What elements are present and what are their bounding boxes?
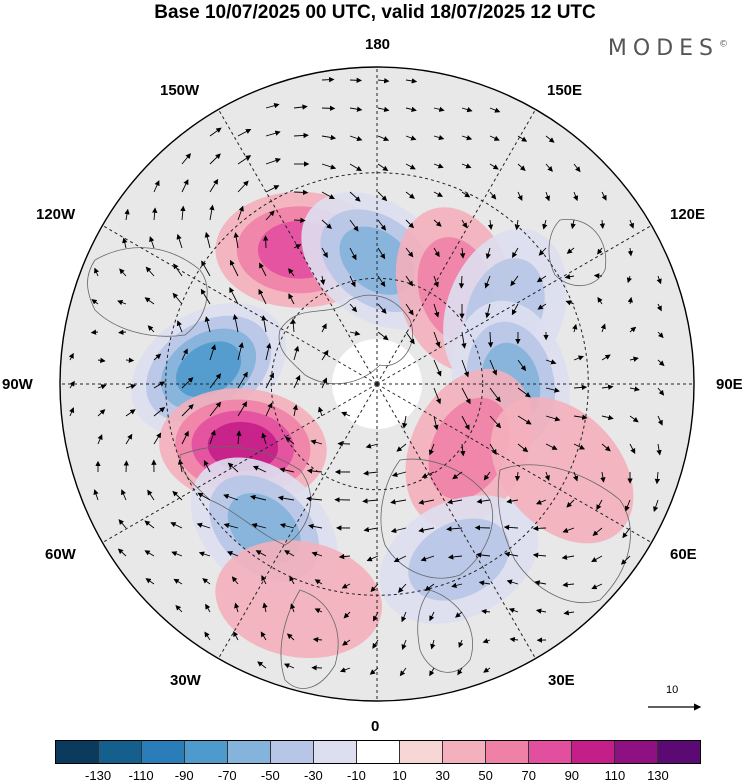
colorbar-tick-label: 10: [392, 768, 406, 783]
wind-arrow: [266, 236, 267, 248]
wind-arrow: [322, 108, 334, 109]
colorbar-tick-label: -70: [218, 768, 237, 783]
colorbar: [55, 740, 701, 764]
colorbar-tick-label: -30: [304, 768, 323, 783]
label-150e: 150E: [547, 82, 582, 99]
wind-arrow: [350, 80, 361, 81]
colorbar-segment: [658, 741, 700, 763]
wind-arrow: [294, 220, 305, 221]
colorbar-tick-label: 70: [521, 768, 535, 783]
label-30e: 30E: [548, 672, 575, 689]
colorbar-segment: [56, 741, 99, 763]
colorbar-tick-label: 90: [565, 768, 579, 783]
label-90w: 90W: [2, 376, 33, 393]
colorbar-tick-label: 130: [647, 768, 669, 783]
colorbar-tick-label: -90: [175, 768, 194, 783]
wind-arrow: [294, 192, 308, 193]
label-30w: 30W: [170, 672, 201, 689]
colorbar-tick-label: -110: [129, 768, 154, 783]
wind-arrow: [595, 275, 602, 276]
colorbar-segment: [357, 741, 400, 763]
colorbar-tick-label: -130: [85, 768, 111, 783]
label-120e: 120E: [670, 206, 705, 223]
label-0: 0: [371, 718, 379, 735]
wind-arrow: [534, 528, 546, 529]
wind-arrow: [126, 360, 133, 361]
wind-arrow: [126, 461, 127, 472]
colorbar-tick-label: -50: [261, 768, 280, 783]
colorbar-segment: [529, 741, 572, 763]
colorbar-tick-label: 30: [435, 768, 449, 783]
colorbar-segment: [314, 741, 357, 763]
colorbar-segment: [185, 741, 228, 763]
colorbar-segment: [142, 741, 185, 763]
label-60e: 60E: [670, 546, 697, 563]
colorbar-tick-label: 50: [478, 768, 492, 783]
colorbar-segment: [271, 741, 314, 763]
colorbar-segment: [615, 741, 658, 763]
label-90e: 90E: [716, 376, 743, 393]
label-150w: 150W: [160, 82, 199, 99]
label-180: 180: [365, 36, 390, 53]
wind-arrow: [322, 79, 334, 80]
colorbar-segment: [572, 741, 615, 763]
colorbar-segment: [486, 741, 529, 763]
colorbar-segment: [443, 741, 486, 763]
colorbar-segment: [99, 741, 142, 763]
reference-vector-label: 10: [666, 684, 678, 696]
colorbar-tick-label: -10: [347, 768, 366, 783]
colorbar-segment: [400, 741, 443, 763]
colorbar-tick-label: 110: [604, 768, 625, 783]
colorbar-segment: [228, 741, 271, 763]
colorbar-ticks: -130 -110 -90 -70 -50 -30 -10 10 30 50 70 90 110 130: [55, 768, 701, 784]
label-60w: 60W: [45, 546, 76, 563]
label-120w: 120W: [36, 206, 75, 223]
